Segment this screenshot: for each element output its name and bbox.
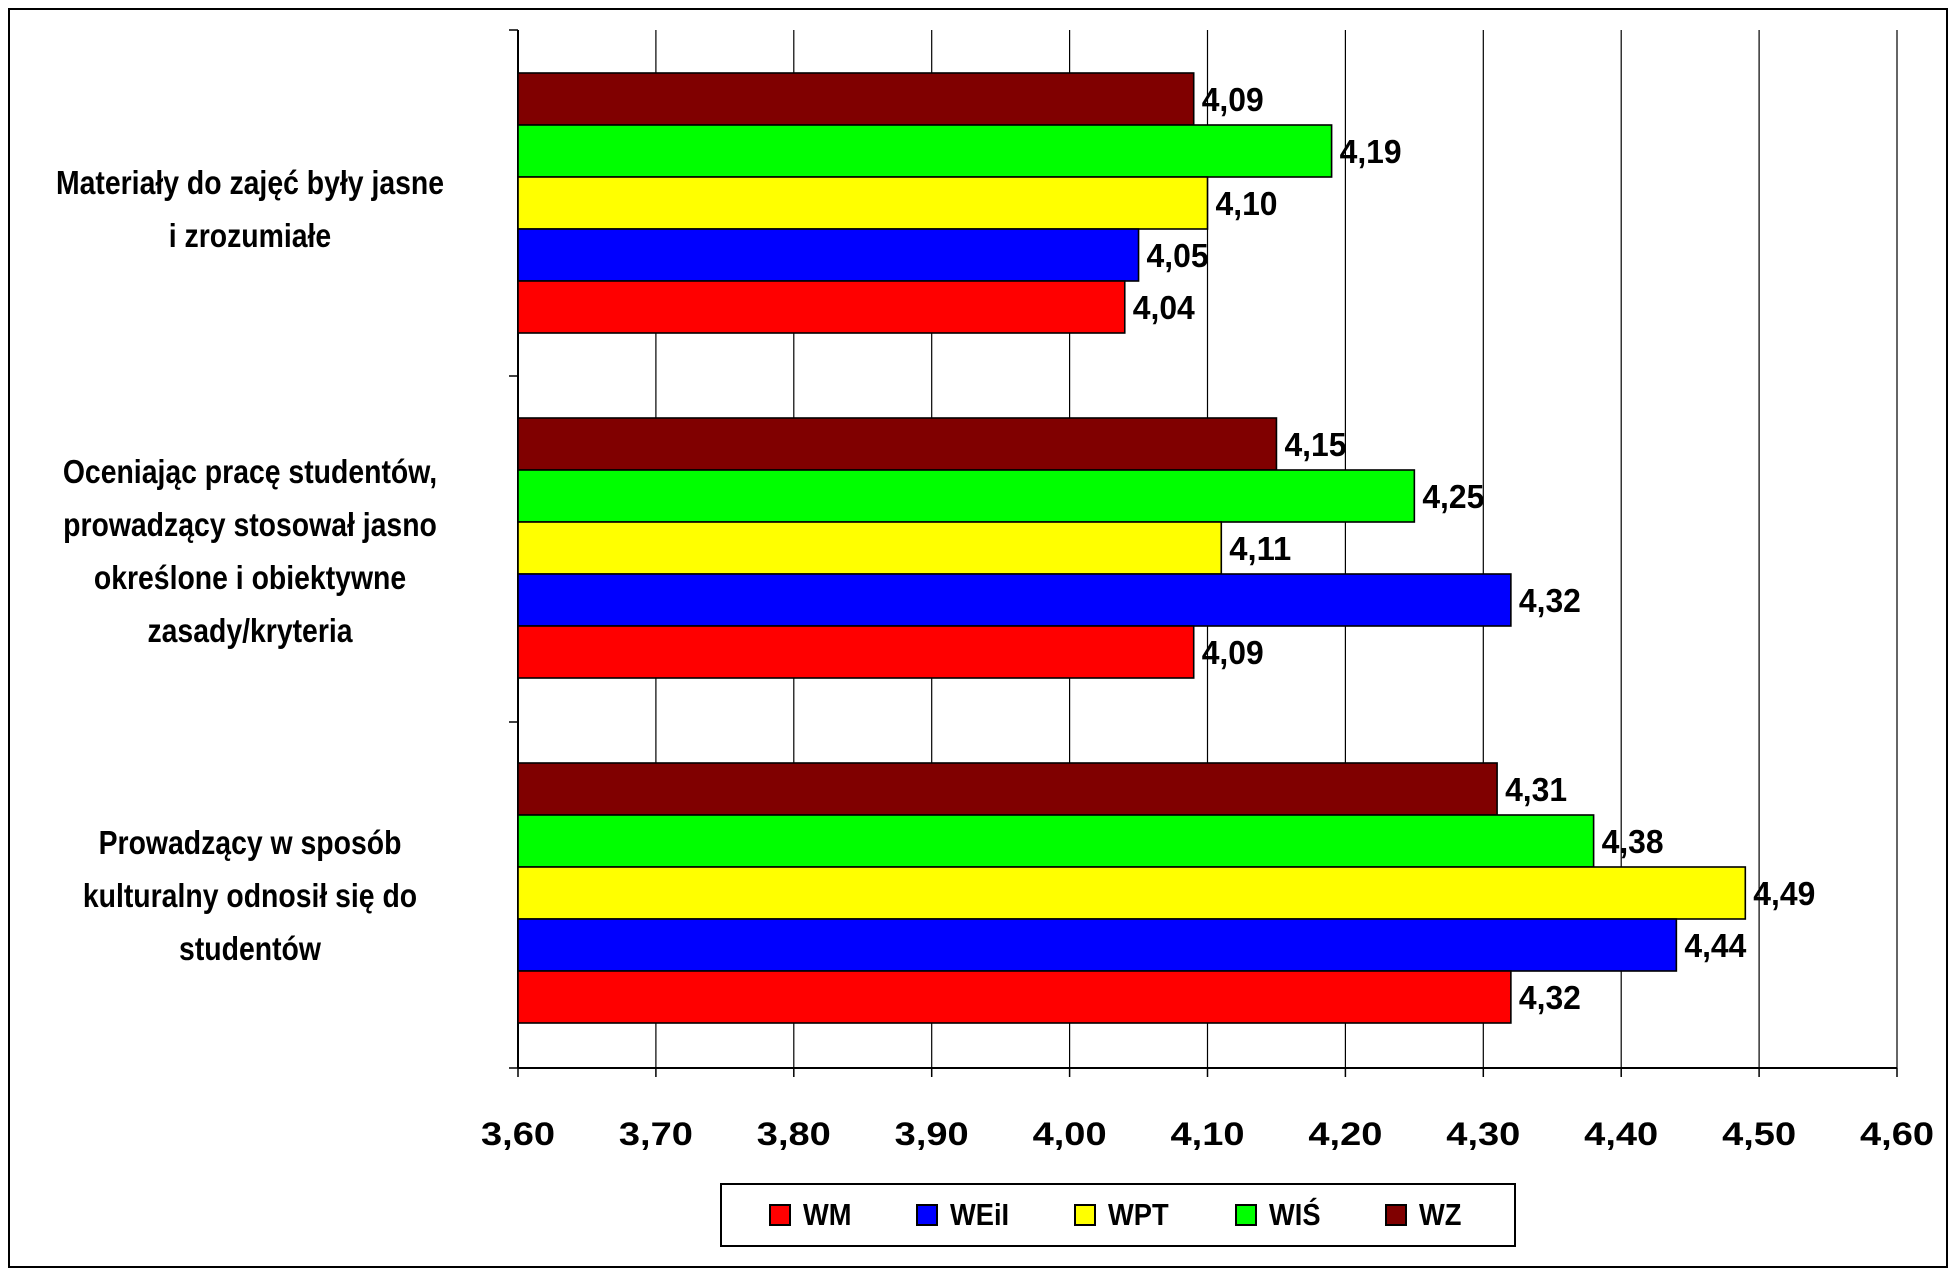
category-label-line: Oceniając pracę studentów, [62,453,438,490]
legend-item-wpt: WPT [1074,1197,1177,1233]
legend-swatch-wz [1384,1204,1407,1226]
legend-item-wm: WM [768,1197,858,1233]
legend-label-wpt: WPT [1108,1197,1169,1232]
legend-swatch-wm [768,1204,791,1226]
bar-wiś-2 [517,469,1416,523]
bar-weii-1 [517,228,1140,282]
legend-label-wm: WM [802,1197,852,1232]
bar-wm-1 [517,280,1126,334]
x-tick-label: 3,60 [481,1116,555,1152]
legend-swatch-weii [915,1204,938,1226]
category-label: Oceniając pracę studentów, prowadzący sto… [44,445,457,657]
x-tick-label: 4,60 [1860,1116,1934,1152]
data-label: 4,32 [1519,582,1581,619]
data-label: 4,09 [1202,634,1264,671]
legend-item-wz: WZ [1384,1197,1467,1233]
bar-weii-3 [517,918,1678,972]
category-label-line: prowadzący stosował jasno [63,506,437,543]
data-label: 4,25 [1422,478,1484,515]
bars [517,72,1747,1024]
x-tick-label: 4,50 [1722,1116,1796,1152]
legend-swatch-wpt [1074,1204,1097,1226]
bar-wpt-3 [517,866,1747,920]
x-tick-label: 4,20 [1308,1116,1382,1152]
category-label: Materiały do zajęć były jasne i zrozumiał… [44,156,457,262]
bar-wiś-3 [517,814,1595,868]
data-label: 4,49 [1753,875,1815,912]
data-label: 4,19 [1340,133,1402,170]
category-label-line: Prowadzący w sposób [98,823,402,861]
data-label: 4,15 [1284,426,1346,463]
data-label: 4,05 [1147,237,1209,274]
bar-wz-2 [517,417,1278,471]
bar-wiś-1 [517,124,1333,178]
x-tick-label: 3,80 [757,1116,831,1152]
bar-wz-1 [517,72,1195,126]
category-label-line: określone i obiektywne [93,559,407,596]
bar-wpt-2 [517,521,1223,575]
x-tick-label: 4,00 [1033,1116,1107,1152]
data-label: 4,10 [1216,185,1278,222]
value-labels: 4,09 4,19 4,104,05 4,04 4,15 4,25 4,11 4,32 4,09… [1133,81,1816,1016]
legend-label-wz: WZ [1418,1197,1462,1232]
category-label-line: kulturalny odnosił się do [82,876,418,914]
legend-label-wis: WIŚ [1268,1197,1321,1232]
x-tick-label: 3,90 [895,1116,969,1152]
category-label-line: i zrozumiałe [168,217,332,254]
legend-swatch-wis [1234,1204,1257,1226]
category-label-line: Materiały do zajęć były jasne [55,164,445,201]
x-tick-label: 4,40 [1584,1116,1658,1152]
bar-wz-3 [517,762,1498,816]
x-tick-label: 3,70 [619,1116,693,1152]
data-label: 4,38 [1602,823,1664,860]
bar-wm-3 [517,970,1512,1024]
data-label: 4,11 [1229,530,1291,567]
x-tick-label: 4,30 [1446,1116,1520,1152]
category-label-line: zasady/kryteria [147,612,353,649]
data-label: 4,09 [1202,81,1264,118]
bar-wm-2 [517,625,1195,679]
data-label: 4,32 [1519,979,1581,1016]
legend-label-weii: WEiI [949,1197,1009,1232]
bar-weii-2 [517,573,1512,627]
category-label: Prowadzący w sposób kulturalny odnosił si… [44,816,457,975]
legend-item-weii: WEiI [915,1197,1017,1233]
legend-item-wis: WIŚ [1234,1197,1328,1233]
legend: WM WEiI WPT WIŚ WZ [720,1183,1516,1247]
bar-wpt-1 [517,176,1209,230]
x-tick-labels: 3,60 3,70 3,80 3,90 4,00 4,10 4,20 4,30 4,40 4,50… [481,1116,1934,1152]
data-label: 4,31 [1505,771,1567,808]
category-label-line: studentów [179,929,321,967]
data-label: 4,04 [1133,289,1196,326]
x-tick-label: 4,10 [1171,1116,1245,1152]
data-label: 4,44 [1684,927,1747,964]
